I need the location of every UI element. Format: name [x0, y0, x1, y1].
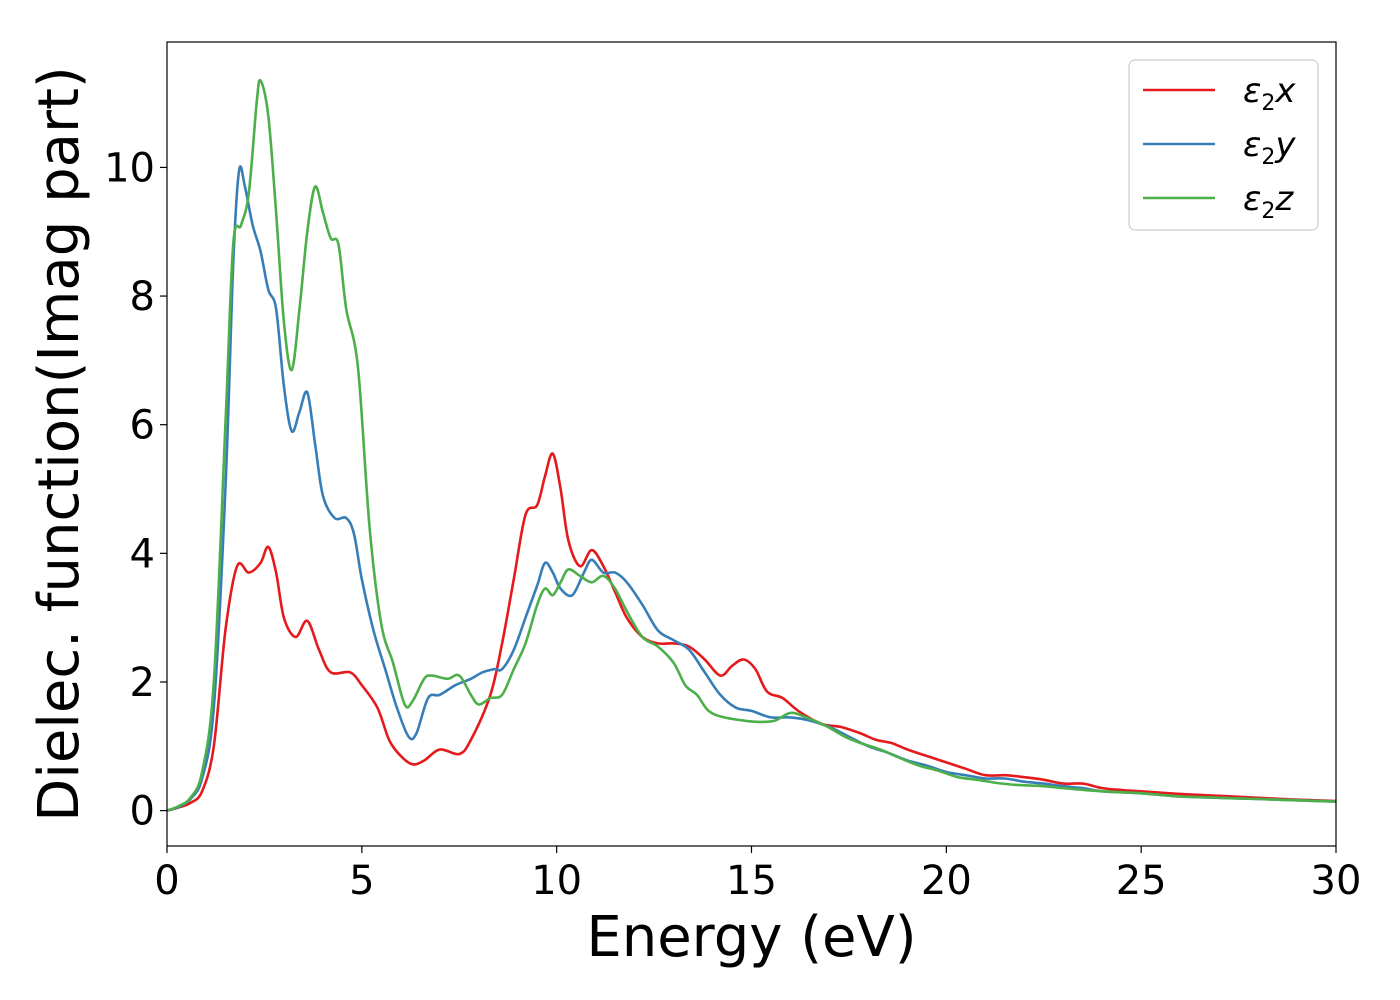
y-tick-label: 10	[104, 145, 155, 191]
y-tick-label: 8	[130, 274, 155, 320]
legend-label-sub: 2	[1261, 91, 1275, 116]
series-line-y	[167, 165, 1336, 812]
y-tick-label: 6	[130, 403, 155, 449]
legend-label-sub: 2	[1261, 145, 1275, 170]
x-tick-label: 10	[531, 858, 582, 904]
legend-box	[1128, 59, 1319, 231]
series-line-z	[167, 78, 1336, 812]
x-tick-label: 5	[349, 858, 374, 904]
series-line-x	[167, 452, 1336, 812]
legend-label-tail: x	[1274, 71, 1296, 111]
series-layer	[167, 78, 1336, 812]
y-tick-label: 2	[130, 660, 155, 706]
y-tick-label: 4	[130, 531, 155, 577]
legend-label-base: ε	[1243, 179, 1261, 219]
x-tick-label: 0	[154, 858, 179, 904]
y-tick-label: 0	[130, 789, 155, 835]
legend-label-z: ε2z	[1243, 179, 1294, 224]
legend-label-tail: y	[1274, 125, 1296, 165]
legend-label-base: ε	[1243, 125, 1261, 165]
x-tick-label: 15	[726, 858, 777, 904]
ticks-layer: 0 5 10 15 20 25 30 0 2 4 6 8 10	[104, 145, 1361, 904]
x-tick-label: 25	[1116, 858, 1167, 904]
legend-label-y: ε2y	[1243, 125, 1296, 170]
legend-label-sub: 2	[1261, 199, 1275, 224]
legend-label-x: ε2x	[1243, 71, 1296, 116]
x-axis-title: Energy (eV)	[586, 905, 916, 970]
legend-label-tail: z	[1274, 179, 1294, 219]
x-tick-label: 20	[921, 858, 972, 904]
y-axis-title: Dielec. function(Imag part)	[27, 66, 92, 822]
legend-label-base: ε	[1243, 71, 1261, 111]
x-tick-label: 30	[1311, 858, 1362, 904]
